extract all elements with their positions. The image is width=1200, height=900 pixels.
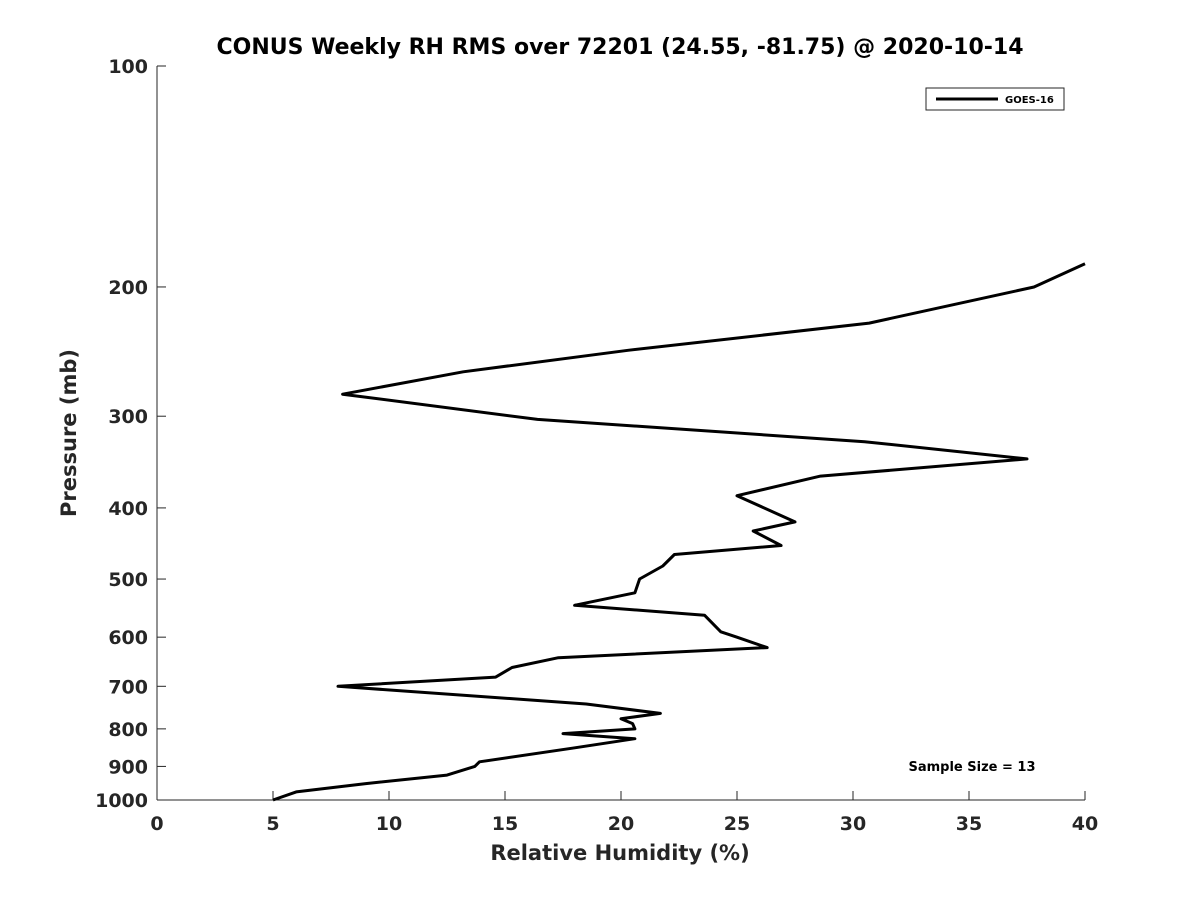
legend: GOES-16 (925, 87, 1065, 111)
y-tick-label: 500 (108, 569, 148, 591)
x-tick-label: 30 (840, 813, 866, 835)
y-tick-label: 200 (108, 277, 148, 299)
x-tick-label: 20 (608, 813, 634, 835)
y-tick-label: 100 (108, 56, 148, 78)
series-layer (272, 262, 1086, 802)
axes (156, 66, 1085, 801)
y-tick-label: 300 (108, 406, 148, 428)
y-tick-label: 400 (108, 498, 148, 520)
ticks: 0 5 10 15 20 25 30 35 40 100 200 300 400 500 600 700 800… (95, 56, 1098, 835)
x-tick-label: 5 (266, 813, 279, 835)
legend-label-goes-16: GOES-16 (1005, 95, 1054, 106)
x-tick-label: 40 (1072, 813, 1098, 835)
x-tick-label: 0 (150, 813, 163, 835)
x-tick-label: 15 (492, 813, 518, 835)
y-tick-label: 600 (108, 627, 148, 649)
x-tick-label: 25 (724, 813, 750, 835)
y-tick-label: 800 (108, 719, 148, 741)
series-line-goes-16 (272, 262, 1086, 802)
x-axis-label: Relative Humidity (%) (490, 841, 749, 865)
y-tick-label: 1000 (95, 790, 148, 812)
x-tick-label: 10 (376, 813, 402, 835)
chart-title: CONUS Weekly RH RMS over 72201 (24.55, -… (216, 35, 1023, 60)
sample-size-annotation: Sample Size = 13 (908, 760, 1035, 775)
y-tick-label: 900 (108, 756, 148, 778)
x-tick-label: 35 (956, 813, 982, 835)
y-axis-label: Pressure (mb) (57, 349, 81, 517)
y-tick-label: 700 (108, 676, 148, 698)
